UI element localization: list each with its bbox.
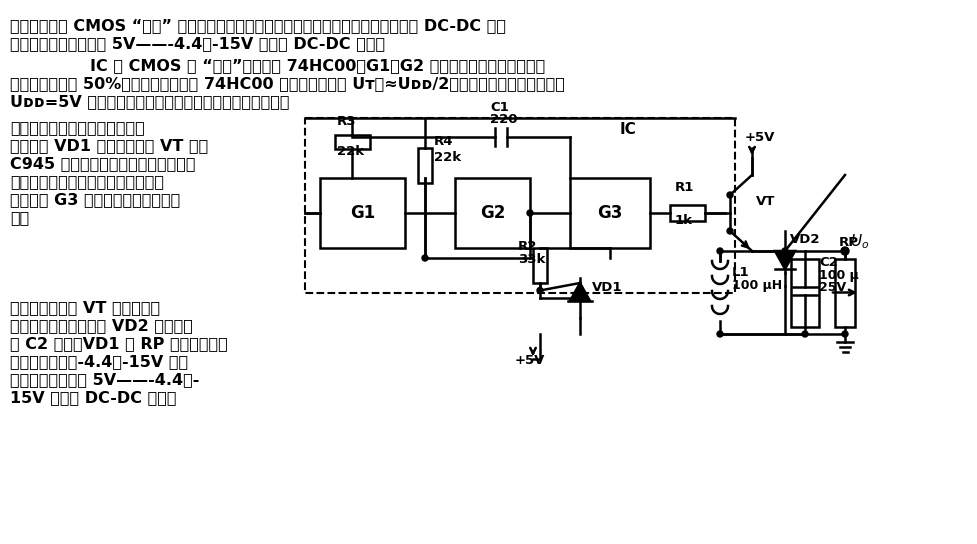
Text: VT: VT <box>755 195 775 208</box>
Circle shape <box>536 287 542 294</box>
Circle shape <box>421 255 428 261</box>
Text: 22k: 22k <box>337 145 363 158</box>
Bar <box>570 178 650 248</box>
Text: +5V: +5V <box>744 131 775 144</box>
Circle shape <box>841 331 847 337</box>
Text: 流电压。即实现了 5V——-4.4～-: 流电压。即实现了 5V——-4.4～- <box>10 372 199 387</box>
Text: 15V 之间的 DC-DC 变换。: 15V 之间的 DC-DC 变换。 <box>10 390 176 405</box>
Bar <box>417 148 432 183</box>
Circle shape <box>840 247 848 255</box>
Text: IC 为 CMOS 与 “非门”，型号为 74HC00，G1、G2 组成多谐振荡器，输出方波: IC 为 CMOS 与 “非门”，型号为 74HC00，G1、G2 组成多谐振荡… <box>90 58 545 73</box>
Text: 平。: 平。 <box>10 210 29 225</box>
Text: 100 μ: 100 μ <box>818 269 858 282</box>
Text: G3: G3 <box>597 204 622 222</box>
Text: 压超过设定值之后，齐纳二极管被击: 压超过设定值之后，齐纳二极管被击 <box>10 174 164 189</box>
Text: 穿，将门 G3 的输出电平固定在高电: 穿，将门 G3 的输出电平固定在高电 <box>10 192 180 207</box>
Text: +5V: +5V <box>515 354 545 367</box>
Text: 率负变换器，可以实现 5V——-4.4～-15V 之间的 DC-DC 变换。: 率负变换器，可以实现 5V——-4.4～-15V 之间的 DC-DC 变换。 <box>10 36 385 51</box>
Text: 在输出端可得到-4.4～-15V 的直: 在输出端可得到-4.4～-15V 的直 <box>10 354 188 369</box>
Text: 得到方波脉冲信号，经 VD2 整流、电: 得到方波脉冲信号，经 VD2 整流、电 <box>10 318 192 333</box>
Circle shape <box>726 228 732 234</box>
Circle shape <box>716 331 722 337</box>
Text: 信号，占空比为 50%，本电路中由于用 74HC00 的输入门限电压 Uᴛ（≈Uᴅᴅ/2）替代了基准电压，所以当: 信号，占空比为 50%，本电路中由于用 74HC00 的输入门限电压 Uᴛ（≈U… <box>10 76 565 91</box>
Text: G2: G2 <box>480 204 505 222</box>
Bar <box>669 205 704 221</box>
Text: R1: R1 <box>674 181 694 194</box>
Bar <box>834 259 854 327</box>
Text: C1: C1 <box>489 101 508 114</box>
Text: 这样，在晶体管 VT 的发射极上: 这样，在晶体管 VT 的发射极上 <box>10 300 160 315</box>
Text: 220: 220 <box>489 113 517 126</box>
Text: RP: RP <box>838 236 858 249</box>
Text: IC: IC <box>619 122 636 137</box>
Bar <box>305 118 735 293</box>
Text: VD1: VD1 <box>591 281 622 294</box>
Text: VD2: VD2 <box>789 233 820 246</box>
Text: 本电路由高速 CMOS “与非” 门、二极管、稳压管、三极管及阻容元件构成他激式可调 DC-DC 小功: 本电路由高速 CMOS “与非” 门、二极管、稳压管、三极管及阻容元件构成他激式… <box>10 18 505 33</box>
Text: 纳二极管 VD1 截止，晶体管 VT 选用: 纳二极管 VD1 截止，晶体管 VT 选用 <box>10 138 208 153</box>
Circle shape <box>716 248 722 254</box>
Circle shape <box>801 331 807 337</box>
Text: R4: R4 <box>434 135 453 148</box>
Text: G1: G1 <box>350 204 375 222</box>
Text: R3: R3 <box>337 115 357 128</box>
Bar <box>335 135 369 149</box>
Text: 100 μH: 100 μH <box>731 279 782 292</box>
Circle shape <box>527 210 532 216</box>
Text: L1: L1 <box>731 266 748 279</box>
Text: $U_o$: $U_o$ <box>849 232 869 251</box>
Circle shape <box>782 248 787 254</box>
Text: 25V: 25V <box>818 281 845 294</box>
Text: 1k: 1k <box>674 214 693 227</box>
Text: C2: C2 <box>818 256 837 269</box>
Bar <box>532 248 546 283</box>
Text: 22k: 22k <box>434 151 460 164</box>
Text: C945 型，工作于开关状态，当输出负: C945 型，工作于开关状态，当输出负 <box>10 156 195 171</box>
Text: R2: R2 <box>518 240 536 253</box>
Text: Uᴅᴅ=5V 电源电压变动时，输出电压也将随之出现变动。: Uᴅᴅ=5V 电源电压变动时，输出电压也将随之出现变动。 <box>10 94 289 109</box>
Circle shape <box>726 192 732 198</box>
Bar <box>454 178 530 248</box>
Text: 33k: 33k <box>518 253 545 266</box>
Text: 容 C2 滤波、VD1 及 RP 调整稳压后，: 容 C2 滤波、VD1 及 RP 调整稳压后， <box>10 336 228 351</box>
Polygon shape <box>774 251 794 269</box>
Polygon shape <box>570 283 589 301</box>
Bar <box>319 178 404 248</box>
Text: 当输出负电压低于设定值时，齐: 当输出负电压低于设定值时，齐 <box>10 120 145 135</box>
Bar <box>790 259 818 327</box>
